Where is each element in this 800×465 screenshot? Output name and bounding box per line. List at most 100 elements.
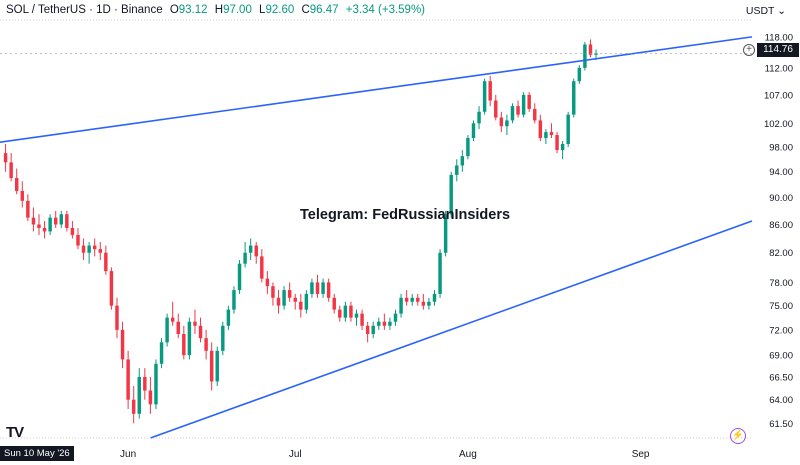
y-tick-label: 107.00 xyxy=(764,90,793,101)
candle-body xyxy=(349,305,353,318)
candle-body xyxy=(293,297,297,302)
candle-body xyxy=(221,325,225,351)
y-tick-label: 66.50 xyxy=(769,372,793,383)
candle-body xyxy=(243,252,247,264)
y-tick-label: 72.00 xyxy=(769,325,793,336)
candle-body xyxy=(9,162,13,179)
tradingview-logo-icon[interactable]: TV xyxy=(6,424,24,441)
candle-body xyxy=(577,67,582,82)
candle-body xyxy=(154,363,158,405)
y-tick-label: 94.00 xyxy=(769,167,793,178)
candle-body xyxy=(260,256,264,279)
candle-body xyxy=(98,249,102,253)
candle-body xyxy=(321,282,325,294)
x-tick-label: Jun xyxy=(120,449,136,460)
candle-body xyxy=(393,313,398,322)
y-tick-label: 118.00 xyxy=(765,32,793,43)
candle-body xyxy=(248,245,253,253)
y-tick-label: 112.00 xyxy=(765,63,793,74)
candle-body xyxy=(31,217,36,225)
candle-body xyxy=(416,297,420,302)
chevron-down-icon: ⌄ xyxy=(777,5,786,17)
candle-body xyxy=(159,342,164,364)
change-value: +3.34 (+3.59%) xyxy=(345,4,426,16)
candle-body xyxy=(555,135,559,151)
candle-body xyxy=(131,399,136,414)
candle-body xyxy=(494,100,498,118)
close-value: 96.47 xyxy=(309,4,339,16)
close-label: C xyxy=(301,4,310,16)
crosshair-date-label: Sun 10 May '26 xyxy=(0,446,74,461)
candle-body xyxy=(404,297,409,302)
candle-body xyxy=(215,350,219,382)
y-tick-label: 90.00 xyxy=(769,193,793,204)
candle-body xyxy=(232,290,236,310)
candle-body xyxy=(109,271,114,306)
lightning-icon[interactable]: ⚡ xyxy=(730,428,746,444)
candle-body xyxy=(588,44,593,55)
candle-body xyxy=(594,53,598,55)
candle-body xyxy=(176,321,180,335)
candle-body xyxy=(421,301,426,306)
candle-body xyxy=(377,321,381,326)
last-price-tag: 114.76 xyxy=(757,43,799,57)
candle-body xyxy=(26,200,30,218)
candle-body xyxy=(59,214,64,225)
candle-body xyxy=(237,263,242,291)
candle-body xyxy=(466,138,470,157)
currency-label: USDT xyxy=(745,5,775,17)
low-value: 92.60 xyxy=(265,4,295,16)
candle-body xyxy=(282,290,286,306)
candle-body xyxy=(560,144,565,151)
candle-body xyxy=(143,376,147,391)
currency-selector[interactable]: USDT ⌄ xyxy=(746,5,786,17)
candle-body xyxy=(382,321,387,326)
candle-body xyxy=(388,321,392,326)
candle-body xyxy=(48,217,52,232)
x-tick-label: Aug xyxy=(459,449,477,460)
candle-body xyxy=(115,305,119,330)
open-label: O xyxy=(169,4,179,16)
candle-body xyxy=(137,376,141,414)
watermark-text: Telegram: FedRussianInsiders xyxy=(300,207,511,223)
candle-body xyxy=(410,297,414,302)
candle-body xyxy=(360,313,364,326)
candle-body xyxy=(310,282,314,294)
candle-body xyxy=(42,227,47,232)
candle-body xyxy=(482,81,487,112)
y-axis: 61.50 64.00 66.50 69.00 72.00 75.00 78.00 82.00… xyxy=(764,32,793,429)
candle-body xyxy=(338,309,342,318)
candle-body xyxy=(516,106,520,115)
candle-body xyxy=(148,390,153,405)
candle-body xyxy=(14,178,19,191)
candle-body xyxy=(505,120,509,127)
candle-body xyxy=(226,309,231,326)
crosshair-add-icon[interactable]: + xyxy=(743,44,755,56)
high-value: 97.00 xyxy=(223,4,252,16)
lower-trendline[interactable] xyxy=(150,220,753,439)
candle-body xyxy=(76,234,80,246)
candle-body xyxy=(187,321,192,356)
candle-body xyxy=(566,114,570,145)
upper-trendline[interactable] xyxy=(0,36,753,144)
candle-body xyxy=(126,359,130,400)
candle-body xyxy=(332,297,336,310)
candle-body xyxy=(104,252,108,272)
candle-body xyxy=(287,290,292,298)
candle-body xyxy=(544,132,548,139)
candle-body xyxy=(193,321,197,326)
candle-body xyxy=(326,282,331,298)
candle-body xyxy=(343,305,348,318)
candle-body xyxy=(354,313,359,318)
x-tick-label: Jul xyxy=(289,449,302,460)
y-tick-label: 69.00 xyxy=(769,351,793,362)
candle-body xyxy=(81,245,86,253)
candle-body xyxy=(254,245,258,257)
candle-body xyxy=(471,123,476,139)
candle-body xyxy=(443,214,448,253)
y-tick-label: 82.00 xyxy=(769,248,793,259)
candle-body xyxy=(432,293,437,302)
candle-body xyxy=(265,278,270,287)
y-tick-label: 61.50 xyxy=(769,419,793,430)
